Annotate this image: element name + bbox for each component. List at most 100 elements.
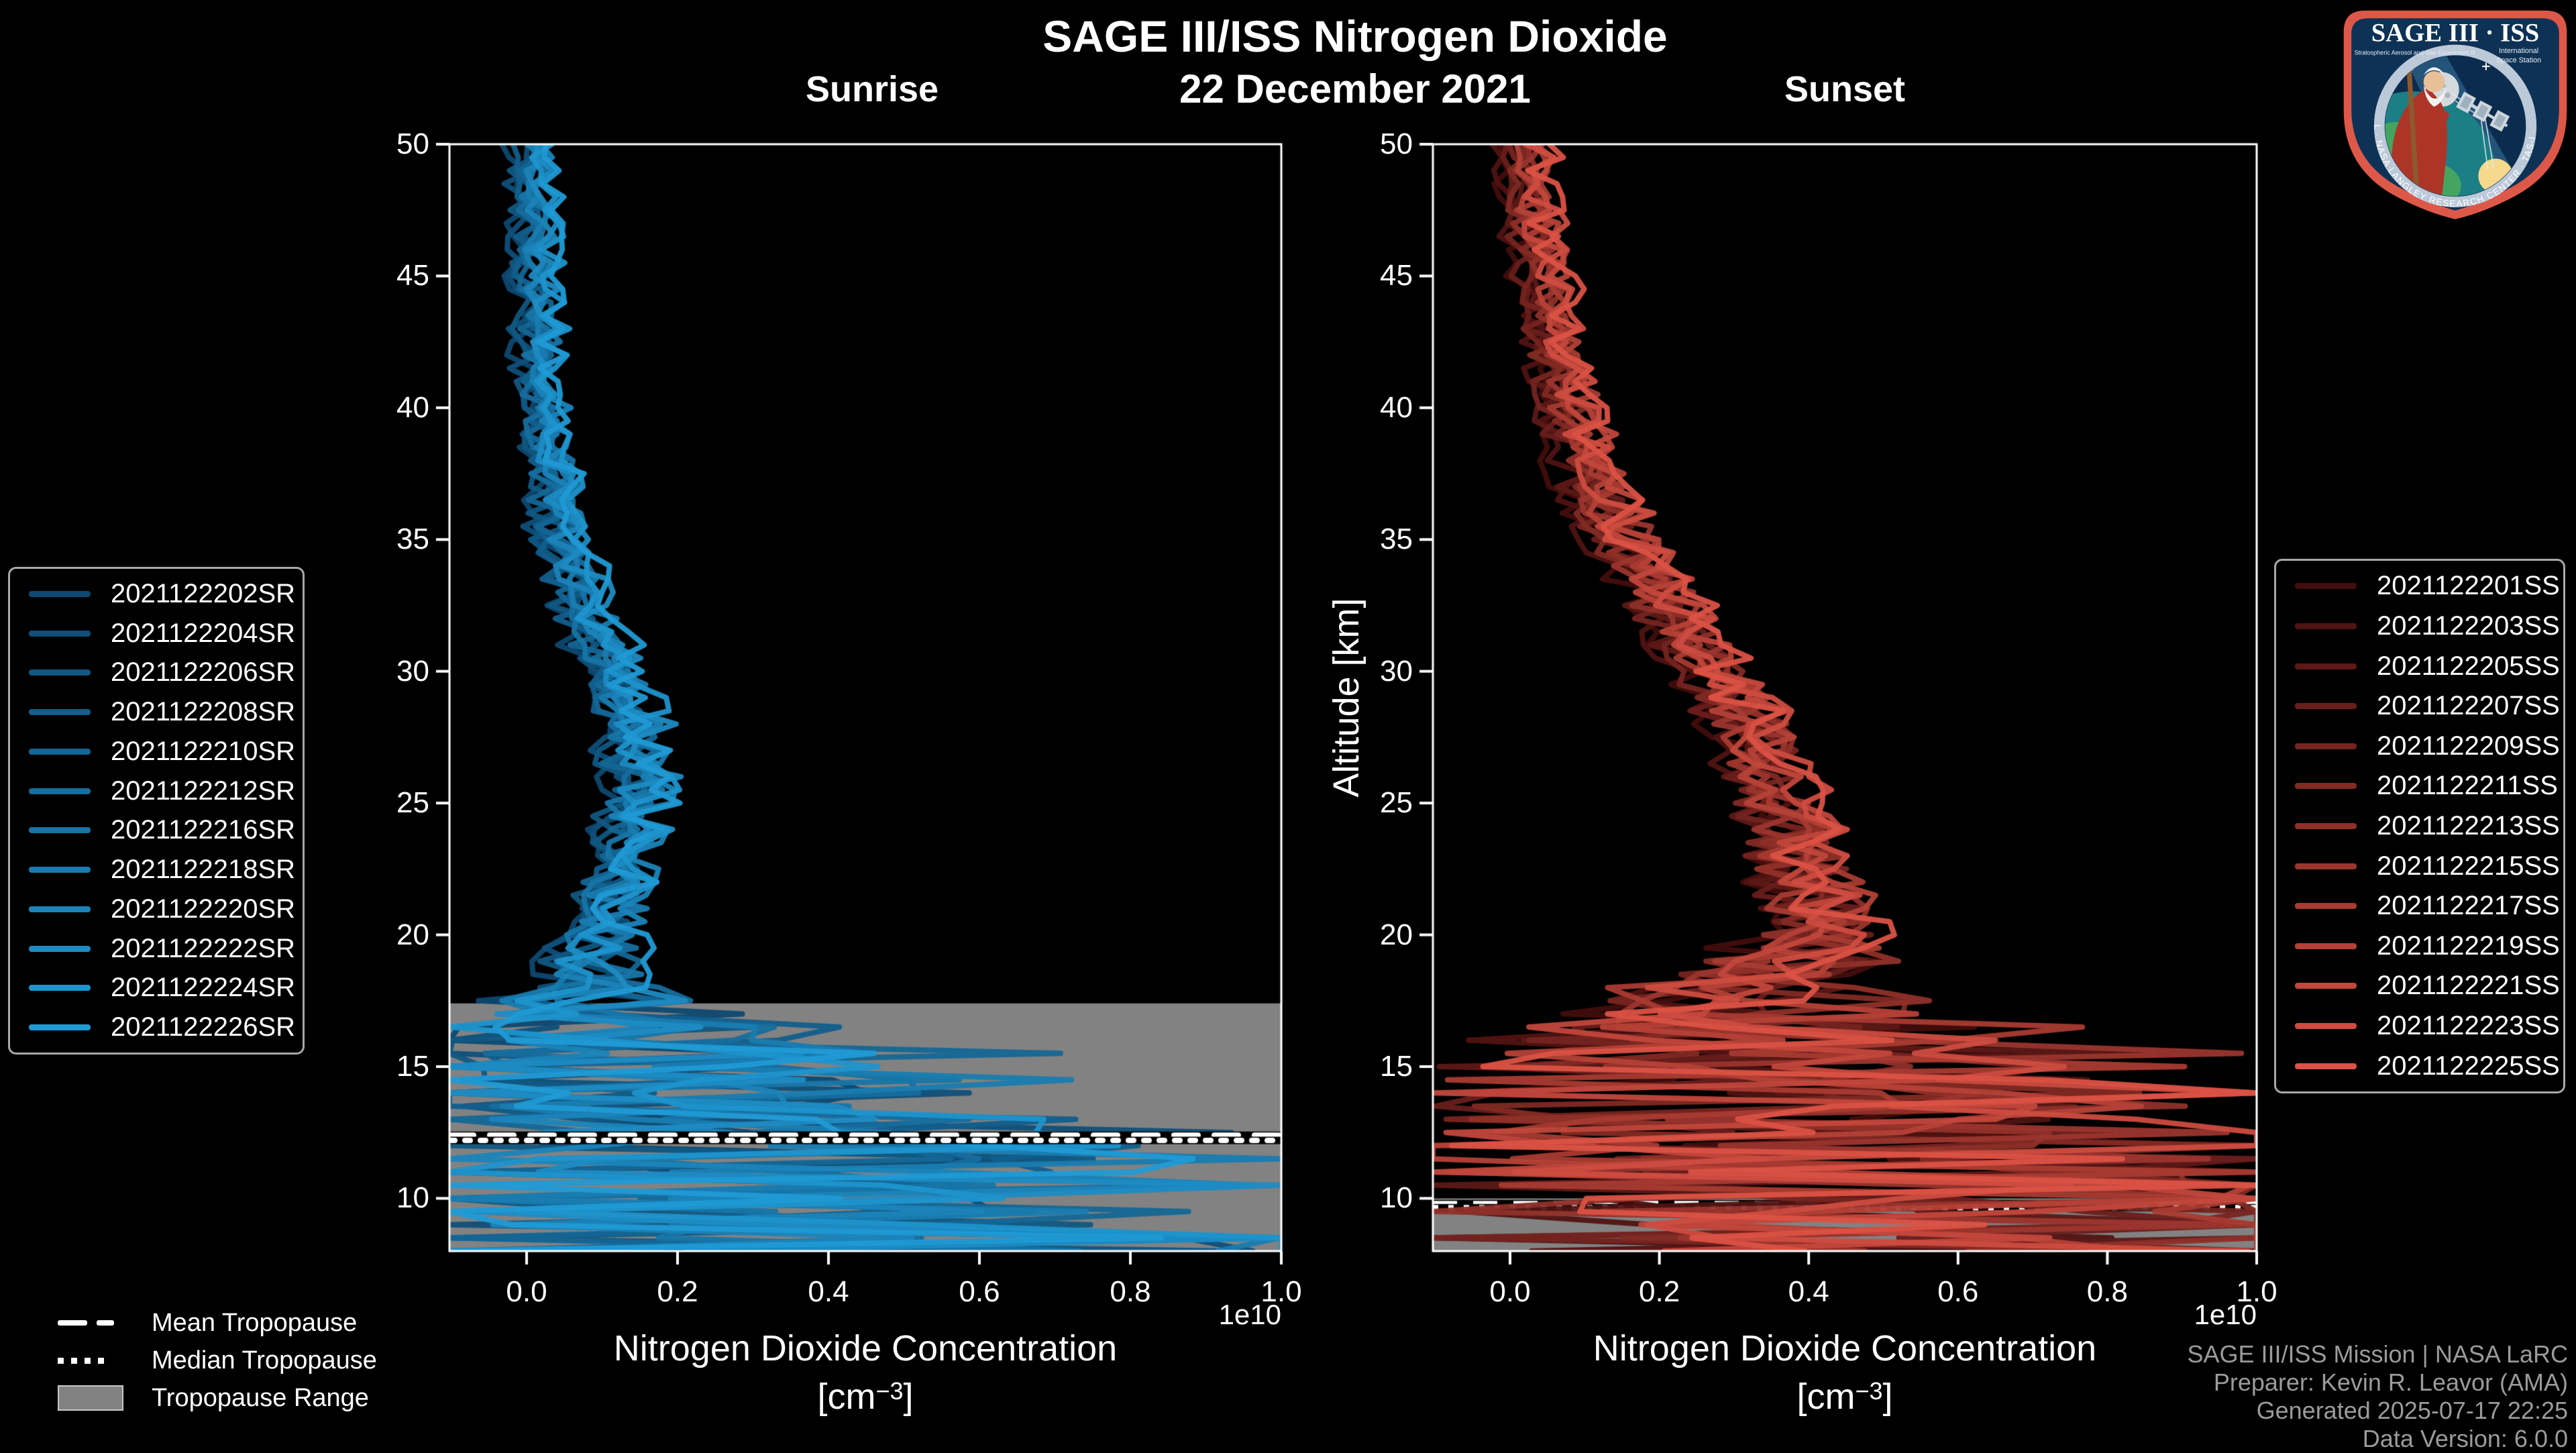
attribution-line: Data Version: 6.0.0 <box>2362 1425 2568 1452</box>
legend-series-label: 2021122212SR <box>111 775 296 806</box>
attribution-line: Generated 2025-07-17 22:25 <box>2256 1397 2568 1424</box>
legend-line-swatch <box>29 827 91 834</box>
legend-line-swatch <box>2295 1023 2357 1029</box>
y-tick-label-sunrise: 15 <box>396 1050 429 1083</box>
legend-series-label: 2021122201SS <box>2377 571 2560 601</box>
legend-line-swatch <box>29 630 91 637</box>
x-tick-label-sunset: 0.6 <box>1937 1275 1979 1308</box>
legend-line-swatch <box>2295 783 2357 790</box>
sage-iii-iss-logo: SAGE III · ISS Stratospheric Aerosol and… <box>2340 7 2567 219</box>
legend-line-swatch <box>29 748 91 755</box>
y-tick-label-sunrise: 40 <box>396 390 429 424</box>
legend-series-label: 2021122221SS <box>2377 971 2560 1001</box>
legend-item: 2021122205SS <box>2276 651 2563 682</box>
y-tick-label-sunset: 10 <box>1380 1181 1413 1215</box>
panel-title-sunset: Sunset <box>1784 69 1906 109</box>
legend-line-swatch <box>2295 623 2357 629</box>
panel-title-sunrise: Sunrise <box>805 69 939 109</box>
y-tick-label-sunrise: 25 <box>396 786 429 820</box>
legend-item: 2021122220SR <box>10 894 303 924</box>
sunrise-plot-canvas <box>435 129 1296 1266</box>
x-tick-label-sunset: 0.0 <box>1489 1275 1531 1308</box>
legend-series-label: 2021122219SS <box>2377 930 2560 961</box>
legend-line-swatch <box>2295 1063 2357 1069</box>
y-tick-label-sunset: 45 <box>1380 259 1413 292</box>
legend-item: 2021122204SR <box>10 618 303 649</box>
legend-item: 2021122211SS <box>2276 771 2563 801</box>
legend-item: 2021122226SR <box>10 1012 303 1042</box>
legend-line-swatch <box>2295 583 2357 590</box>
attribution-line: Preparer: Kevin R. Leavor (AMA) <box>2213 1368 2568 1396</box>
legend-line-swatch <box>29 590 91 597</box>
mean-tropopause-label: Mean Tropopause <box>152 1308 358 1337</box>
legend-line-swatch <box>29 709 91 716</box>
legend-series-label: 2021122213SS <box>2377 810 2560 841</box>
legend-series-label: 2021122222SR <box>111 933 296 963</box>
logo-subtitle-right-1: International <box>2499 47 2538 55</box>
legend-line-swatch <box>29 945 91 952</box>
median-tropopause-dot-swatch <box>58 1357 133 1364</box>
legend-series-label: 2021122226SR <box>111 1012 296 1042</box>
legend-series-label: 2021122225SS <box>2377 1051 2560 1081</box>
logo-subtitle-right-2: Space Station <box>2496 56 2541 64</box>
y-tick-label-sunset: 50 <box>1380 127 1413 160</box>
y-tick-label-sunrise: 50 <box>396 127 429 160</box>
x-tick-label-sunset: 0.4 <box>1788 1275 1829 1308</box>
legend-item: 2021122206SR <box>10 657 303 688</box>
legend-series-label: 2021122210SR <box>111 736 296 766</box>
legend-line-swatch <box>2295 703 2357 710</box>
tropopause-legend-range-row: Tropopause Range <box>58 1379 377 1417</box>
offset-text-sunrise: 1e10 <box>1218 1299 1281 1330</box>
tropopause-legend-mean-row: Mean Tropopause <box>58 1304 377 1342</box>
legend-item: 2021122223SS <box>2276 1011 2563 1041</box>
x-axis-label-text: Nitrogen Dioxide Concentration <box>613 1328 1118 1368</box>
legend-series-label: 2021122209SS <box>2377 731 2560 761</box>
legend-series-label: 2021122217SS <box>2377 891 2560 921</box>
attribution: SAGE III/ISS Mission | NASA LaRC Prepare… <box>1878 1340 2568 1453</box>
x-axis-label-sunset: Nitrogen Dioxide Concentration [cm−3] <box>1375 1327 2314 1418</box>
legend-series-label: 2021122220SR <box>111 894 296 924</box>
legend-item: 2021122215SS <box>2276 851 2563 881</box>
legend-series-label: 2021122207SS <box>2377 691 2560 721</box>
legend-item: 2021122207SS <box>2276 691 2563 721</box>
legend-line-swatch <box>29 906 91 912</box>
legend-series-label: 2021122211SS <box>2377 771 2558 801</box>
legend-series-label: 2021122216SR <box>111 815 296 845</box>
legend-series-label: 2021122215SS <box>2377 851 2560 881</box>
tropopause-range-label: Tropopause Range <box>152 1383 369 1412</box>
legend-line-swatch <box>29 788 91 794</box>
x-axis-label-text: Nitrogen Dioxide Concentration <box>1593 1328 2097 1368</box>
tropopause-legend-median-row: Median Tropopause <box>58 1342 377 1379</box>
x-tick-label-sunrise: 0.2 <box>657 1275 698 1308</box>
legend-line-swatch <box>29 867 91 873</box>
legend-series-label: 2021122205SS <box>2377 651 2560 681</box>
page-title: SAGE III/ISS Nitrogen Dioxide <box>1042 11 1668 61</box>
offset-text-sunset: 1e10 <box>2194 1299 2257 1330</box>
legend-series-label: 2021122224SR <box>111 973 296 1003</box>
x-tick-label-sunset: 0.2 <box>1639 1275 1680 1308</box>
y-tick-label-sunset: 40 <box>1380 390 1413 424</box>
legend-item: 2021122212SR <box>10 776 303 806</box>
legend-item: 2021122201SS <box>2276 571 2563 601</box>
legend-item: 2021122203SS <box>2276 611 2563 641</box>
legend-item: 2021122222SR <box>10 934 303 964</box>
legend-item: 2021122209SS <box>2276 731 2563 761</box>
legend-line-swatch <box>2295 863 2357 869</box>
logo-ring <box>2373 44 2537 207</box>
median-tropopause-label: Median Tropopause <box>152 1346 377 1375</box>
legend-series-label: 2021122202SR <box>111 578 296 608</box>
legend-series-label: 2021122204SR <box>111 618 296 648</box>
subtitle-date: 22 December 2021 <box>1179 66 1531 111</box>
legend-line-swatch <box>2295 663 2357 669</box>
legend-line-swatch <box>29 985 91 991</box>
y-tick-label-sunrise: 35 <box>396 523 429 556</box>
legend-item: 2021122218SR <box>10 855 303 885</box>
legend-series-label: 2021122223SS <box>2377 1011 2560 1040</box>
legend-sunrise: 2021122202SR 2021122204SR 2021122206SR 2021… <box>8 567 305 1055</box>
legend-item: 2021122225SS <box>2276 1051 2563 1081</box>
legend-line-swatch <box>2295 943 2357 949</box>
y-axis-label-sunset: Altitude [km] <box>1326 598 1366 798</box>
legend-line-swatch <box>29 669 91 676</box>
legend-item: 2021122219SS <box>2276 931 2563 961</box>
